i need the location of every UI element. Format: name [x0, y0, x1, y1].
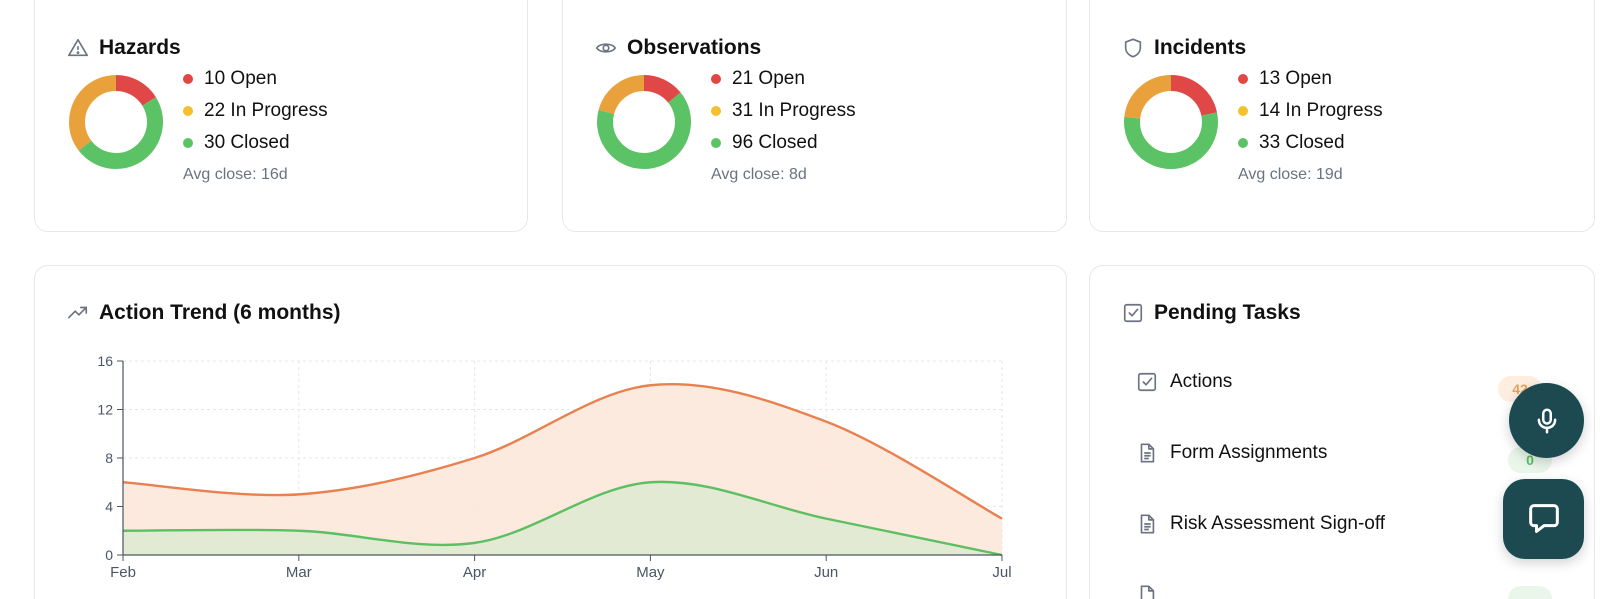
legend-closed: 33 Closed [1238, 127, 1383, 159]
hazards-legend: 10 Open 22 In Progress 30 Closed [183, 63, 328, 159]
legend-closed: 96 Closed [711, 127, 856, 159]
y-tick-label: 4 [105, 499, 113, 515]
incidents-card[interactable]: Incidents 13 Open 14 In Progress 33 Clos… [1089, 0, 1595, 232]
x-tick-label: Jul [992, 564, 1011, 581]
trending-up-icon [68, 306, 88, 319]
microphone-icon [1537, 408, 1556, 433]
observations-title: Observations [595, 36, 761, 60]
task-label: Actions [1170, 371, 1233, 392]
series-1-area [123, 481, 1002, 555]
legend-in-progress-label: 14 In Progress [1259, 100, 1383, 121]
action-trend-chart: 0 4 8 12 16 Feb Mar Apr May Jun Jul [97, 353, 1011, 581]
donut-segment-closed [1124, 75, 1218, 169]
legend-open-label: 13 Open [1259, 68, 1332, 89]
in-progress-dot [183, 106, 193, 116]
pending-tasks-title-text: Pending Tasks [1154, 301, 1301, 324]
series-1-line [122, 480, 1003, 557]
legend-open-label: 10 Open [204, 68, 277, 89]
open-dot [183, 74, 193, 84]
warning-triangle-icon [68, 38, 88, 57]
card-title-text: Incidents [1154, 36, 1247, 59]
legend-in-progress: 14 In Progress [1238, 95, 1383, 127]
avg-close-text: Avg close: 16d [183, 166, 288, 183]
eye-icon [595, 43, 617, 53]
x-tick-label: May [636, 564, 665, 581]
avg-close-text: Avg close: 19d [1238, 166, 1343, 183]
legend-in-progress-label: 22 In Progress [204, 100, 328, 121]
legend-in-progress-label: 31 In Progress [732, 100, 856, 121]
action-trend-card: 0 4 8 12 16 Feb Mar Apr May Jun Jul Action Trend (… [34, 265, 1067, 599]
document-icon [1140, 585, 1155, 599]
legend-open: 21 Open [711, 63, 856, 95]
checkbox-icon [1123, 303, 1143, 323]
y-tick-label: 16 [97, 353, 113, 369]
document-icon [1140, 514, 1155, 534]
closed-dot [711, 138, 721, 148]
open-dot [1238, 74, 1248, 84]
action-trend-title: Action Trend (6 months) [67, 301, 341, 325]
avg-close-text: Avg close: 8d [711, 166, 807, 183]
open-dot [711, 74, 721, 84]
card-title-text: Observations [627, 36, 762, 59]
donut-segment-closed [597, 75, 691, 169]
donut-segment-in-progress [69, 75, 163, 169]
in-progress-dot [1238, 106, 1248, 116]
y-tick-label: 0 [105, 547, 113, 563]
task-item-partial[interactable] [1136, 584, 1158, 599]
task-label: Risk Assessment Sign-off [1170, 513, 1386, 534]
action-trend-title-text: Action Trend (6 months) [99, 301, 341, 324]
legend-in-progress: 22 In Progress [183, 95, 328, 127]
task-item-risk-assessment-sign-off[interactable]: Risk Assessment Sign-off [1136, 513, 1385, 535]
legend-closed-label: 33 Closed [1259, 132, 1345, 153]
legend-open: 13 Open [1238, 63, 1383, 95]
donut-segment-in-progress [1124, 75, 1218, 169]
hazards-title: Hazards [67, 36, 181, 60]
legend-open-label: 21 Open [732, 68, 805, 89]
hazards-card[interactable]: Hazards 10 Open 22 In Progress 30 Closed… [34, 0, 528, 232]
x-tick-label: Mar [286, 564, 312, 581]
shield-icon [1124, 38, 1142, 58]
series-0-line [122, 382, 1003, 520]
x-tick-label: Apr [463, 564, 486, 581]
legend-closed: 30 Closed [183, 127, 328, 159]
observations-legend: 21 Open 31 In Progress 96 Closed [711, 63, 856, 159]
incidents-legend: 13 Open 14 In Progress 33 Closed [1238, 63, 1383, 159]
donut-segment-closed [69, 75, 163, 169]
closed-dot [1238, 138, 1248, 148]
y-tick-label: 12 [97, 402, 113, 418]
chat-button[interactable] [1503, 479, 1584, 559]
legend-in-progress: 31 In Progress [711, 95, 856, 127]
task-item-form-assignments[interactable]: Form Assignments [1136, 442, 1327, 464]
incidents-donut-chart [1124, 75, 1218, 169]
task-item-actions[interactable]: Actions [1136, 371, 1232, 393]
observations-card[interactable]: Observations 21 Open 31 In Progress 96 C… [562, 0, 1067, 232]
legend-closed-label: 96 Closed [732, 132, 818, 153]
document-icon [1140, 443, 1155, 463]
legend-closed-label: 30 Closed [204, 132, 290, 153]
x-tick-label: Feb [110, 564, 136, 581]
task-label: Form Assignments [1170, 442, 1328, 463]
observations-donut-chart [597, 75, 691, 169]
legend-open: 10 Open [183, 63, 328, 95]
y-tick-label: 8 [105, 450, 113, 466]
donut-segment-in-progress [597, 75, 691, 169]
card-title-text: Hazards [99, 36, 181, 59]
closed-dot [183, 138, 193, 148]
incidents-title: Incidents [1122, 36, 1246, 60]
pending-tasks-title: Pending Tasks [1122, 301, 1301, 325]
chat-bubble-icon [1528, 504, 1559, 533]
in-progress-dot [711, 106, 721, 116]
x-tick-label: Jun [814, 564, 838, 581]
voice-assistant-button[interactable] [1509, 383, 1584, 458]
hazards-donut-chart [69, 75, 163, 169]
checkbox-icon [1137, 372, 1157, 392]
task-count-badge [1508, 586, 1552, 599]
